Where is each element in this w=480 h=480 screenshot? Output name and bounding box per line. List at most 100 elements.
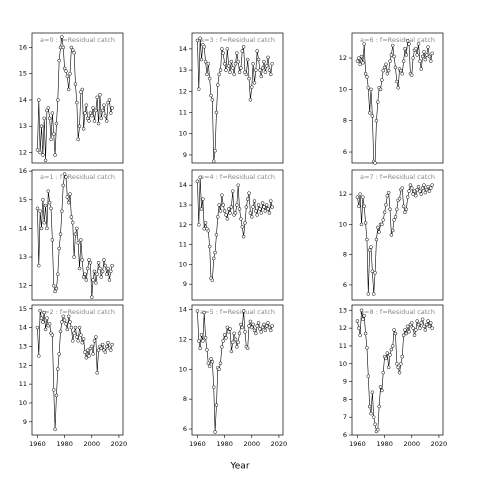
data-point [47,200,52,205]
y-tick-label: 10 [179,130,187,138]
data-point [376,100,380,104]
data-point [370,390,375,395]
data-point [62,66,67,71]
data-point [247,191,251,195]
data-point [110,342,114,347]
data-point [54,286,59,291]
data-point [365,237,369,242]
data-point [423,57,428,62]
data-point [390,43,395,48]
data-point [385,193,390,198]
data-point [426,184,430,189]
data-point [381,218,385,222]
data-point [84,278,89,282]
y-tick-label: 9 [23,418,27,426]
data-point [216,215,220,219]
data-point [195,38,200,43]
data-point [369,87,373,92]
data-point [195,309,200,313]
data-point [358,62,362,67]
data-point [70,220,75,225]
data-point [251,322,255,327]
data-point [232,72,236,77]
data-point [400,71,405,76]
data-point [104,272,109,276]
x-tick-label: 1960 [29,440,46,448]
y-tick-label: 9 [183,280,187,288]
data-point [419,192,424,196]
data-point [42,310,46,315]
data-point [61,183,65,188]
data-point [423,328,428,332]
data-point [202,310,206,315]
data-point [96,348,101,352]
data-point [235,51,239,55]
data-point [91,352,95,356]
data-point [53,427,57,432]
data-point [374,118,379,123]
data-point [224,336,228,340]
panel-frame [351,304,444,436]
data-point [374,237,379,242]
data-point [269,199,273,203]
data-point [60,35,64,39]
data-point [263,328,268,333]
data-point [237,331,242,336]
data-point [254,331,258,336]
data-point [366,86,371,90]
data-point [386,190,391,195]
data-point [424,187,429,192]
data-point [393,215,398,219]
data-point [358,333,362,338]
data-point [198,175,202,180]
data-point [99,346,104,351]
data-point [222,209,227,213]
data-point [79,238,83,242]
data-point [209,93,213,98]
data-point [243,330,247,334]
data-point [250,85,254,89]
data-point [381,370,385,375]
data-point [47,322,52,326]
data-point [76,137,80,142]
data-point [50,238,55,242]
data-point [361,317,365,321]
data-point [393,331,398,336]
data-point [376,225,380,230]
data-point [83,111,87,115]
data-point [255,49,259,53]
data-point [106,100,110,105]
data-point [419,67,424,71]
data-point [418,189,422,193]
data-point [248,98,253,102]
data-point [269,328,273,333]
data-point [430,51,434,56]
data-point [47,116,52,121]
data-point [222,62,227,66]
y-tick-label: 8 [343,117,347,125]
data-point [366,374,371,378]
data-point [206,361,211,366]
data-point [397,196,402,201]
y-tick-label: 11 [179,241,187,249]
data-point [106,340,110,345]
y-tick-label: 12 [179,335,187,343]
panel-title: a=2 : f=Residual catch [40,308,115,316]
data-point [244,205,249,209]
data-point [422,183,426,187]
y-tick-label: 9 [183,151,187,159]
data-point [259,330,264,334]
data-point [236,59,240,64]
data-point [270,62,274,66]
data-point [415,319,419,323]
data-point [252,199,257,203]
data-point [37,98,41,102]
data-point [103,113,108,118]
y-tick-label: 15 [19,70,27,78]
y-tick-label: 12 [339,54,347,62]
data-point [254,209,258,213]
y-tick-label: 11 [179,109,187,117]
data-point [214,403,219,407]
data-point [81,337,86,341]
data-point [235,345,239,349]
